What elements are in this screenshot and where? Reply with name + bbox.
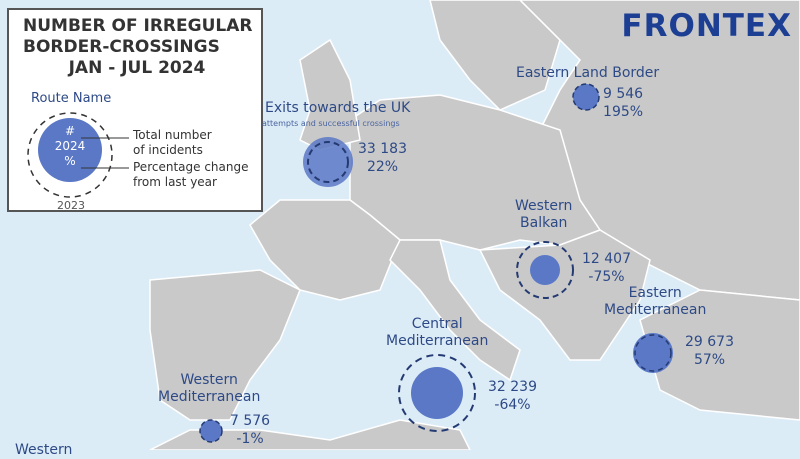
dashed-uk xyxy=(307,141,349,183)
legend-title: NUMBER OF IRREGULAR BORDER-CROSSINGS JAN… xyxy=(23,16,253,78)
bubble-western-med xyxy=(200,420,222,442)
land-iberia xyxy=(149,269,301,421)
route-western-balkan-values: 12 407 -75% xyxy=(582,251,631,285)
legend-2023: 2023 xyxy=(57,199,85,212)
bubble-western-balkan xyxy=(530,255,560,285)
route-uk-name: Exits towards the UK xyxy=(265,100,411,116)
route-western-african-name: Western xyxy=(15,442,73,458)
route-western-balkan-name: Western Balkan xyxy=(515,198,573,231)
legend-total-label: Total number of incidents xyxy=(133,128,212,157)
dashed-eastern-med xyxy=(634,334,672,372)
land-turkey xyxy=(639,289,800,421)
route-uk-subtitle: attempts and successful crossings xyxy=(262,119,400,128)
legend: NUMBER OF IRREGULAR BORDER-CROSSINGS JAN… xyxy=(7,8,263,212)
land-north-africa xyxy=(149,419,471,450)
land-france xyxy=(249,199,401,301)
route-central-med-name: Central Mediterranean xyxy=(386,316,489,349)
legend-route-name: Route Name xyxy=(31,91,112,106)
bubble-eastern-med xyxy=(633,333,673,373)
bubble-uk xyxy=(303,137,353,187)
land-uk xyxy=(299,38,361,151)
route-eastern-med-values: 29 673 57% xyxy=(685,334,734,368)
dashed-central-med xyxy=(398,354,476,432)
legend-symbol xyxy=(27,112,129,198)
dashed-western-balkan xyxy=(516,241,574,299)
route-western-med-name: Western Mediterranean xyxy=(158,372,261,405)
route-eastern-med-name: Eastern Mediterranean xyxy=(604,285,707,318)
route-eastern-land-values: 9 546 195% xyxy=(603,86,644,120)
land-italy xyxy=(389,239,521,382)
frontex-logo: FRONTEX xyxy=(621,8,792,44)
land-balkans xyxy=(478,229,651,361)
dashed-eastern-land xyxy=(572,83,600,111)
route-western-med-values: 7 576 -1% xyxy=(230,413,271,447)
route-eastern-land-name: Eastern Land Border xyxy=(516,65,660,81)
route-uk-values: 33 183 22% xyxy=(358,141,407,175)
legend-pct-label: Percentage change from last year xyxy=(133,160,249,189)
dashed-western-med xyxy=(199,419,223,443)
route-central-med-values: 32 239 -64% xyxy=(488,379,537,413)
bubble-eastern-land xyxy=(573,84,599,110)
bubble-central-med xyxy=(411,367,463,419)
